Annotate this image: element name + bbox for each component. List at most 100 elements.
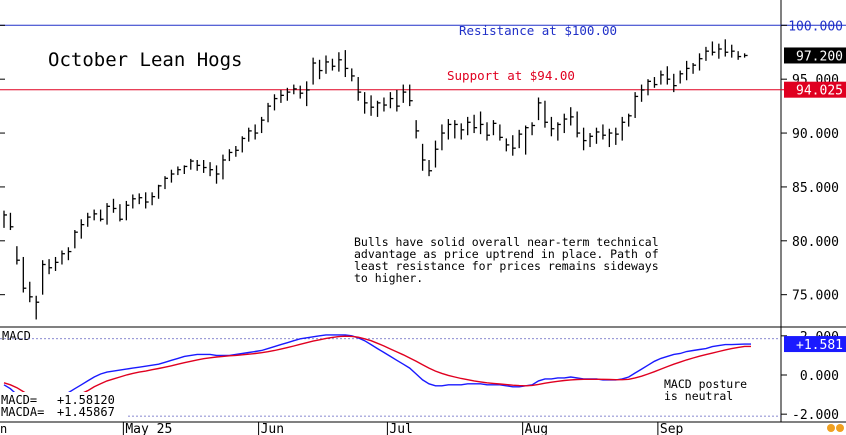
price-axis: 75.00080.00085.00090.00095.000100.00097.… [0, 19, 846, 304]
price-bar [737, 51, 742, 60]
price-bar [473, 114, 478, 134]
price-bar [544, 100, 548, 128]
price-bar [306, 81, 310, 107]
price-bar [9, 212, 14, 231]
price-bar [731, 44, 735, 58]
price-bar [119, 204, 123, 222]
price-bar [370, 95, 375, 116]
price-bar [479, 111, 484, 135]
price-bar [325, 55, 329, 74]
price-bar [222, 154, 226, 180]
price-bar [61, 250, 65, 265]
readout-macda-value: +1.45867 [57, 405, 115, 419]
price-bar [125, 200, 130, 221]
macd-value-tag [784, 336, 846, 353]
price-bar [67, 247, 72, 261]
readout-macd-value: +1.58120 [57, 393, 115, 407]
price-bar [363, 92, 368, 114]
price-bar [376, 100, 381, 117]
price-bar [318, 59, 323, 80]
settings-dot-icon [836, 424, 844, 432]
price-bar [383, 97, 387, 112]
macd-series-line [3, 335, 751, 404]
price-bar [99, 209, 104, 222]
price-bar [3, 210, 7, 228]
price-bar [524, 125, 529, 155]
price-bar [286, 87, 291, 101]
price-bar [22, 256, 27, 293]
price-bar [409, 84, 413, 107]
price-bar [550, 116, 555, 137]
price-bar [563, 113, 568, 134]
price-bar [87, 212, 91, 227]
price-bar [54, 256, 59, 271]
price-bar [531, 122, 536, 136]
annotation-line: least resistance for prices remains side… [354, 259, 659, 273]
annotation-line: advantage as price uptrend in place. Pat… [354, 247, 659, 261]
price-bar [486, 122, 490, 141]
price-bar [467, 116, 471, 136]
macd-readout: MACD= +1.58120 MACDA= +1.45867 [0, 392, 128, 421]
price-bar [170, 169, 175, 183]
price-bar [138, 193, 143, 205]
price-bar [570, 107, 574, 126]
price-bar [634, 92, 639, 118]
x-tick-label: May 25 [125, 422, 172, 435]
price-bar [254, 124, 259, 140]
price-bar [402, 84, 407, 103]
annotation-line: to higher. [354, 271, 423, 285]
price-bar [112, 198, 117, 213]
price-bar [80, 219, 85, 239]
price-bar [673, 73, 677, 93]
price-bar [718, 43, 722, 59]
price-bar [666, 66, 671, 85]
price-bar [698, 53, 703, 71]
price-bar [260, 116, 265, 134]
price-bar [428, 159, 433, 177]
price-bar [421, 143, 426, 171]
price-bar [228, 149, 233, 162]
price-bar [132, 194, 136, 209]
price-bar [447, 119, 452, 140]
macd-series [3, 334, 751, 410]
price-bar [293, 84, 297, 95]
price-bar [235, 145, 239, 157]
macd-series-line [3, 334, 751, 410]
readout-box [0, 392, 128, 421]
price-bar [389, 92, 394, 109]
macd-y-tick-label: 0.000 [800, 369, 839, 384]
price-bar [299, 85, 304, 99]
price-bar [692, 63, 697, 74]
price-bar [518, 129, 523, 149]
settings-dot-icon [827, 424, 835, 432]
y-tick-label: 85.000 [792, 181, 839, 196]
price-bar [685, 60, 690, 81]
price-bar [608, 128, 613, 148]
support-price-tag [784, 81, 846, 98]
price-bar [248, 127, 252, 142]
support-label: Support at $94.00 [447, 68, 575, 83]
price-bar [177, 166, 181, 176]
price-bar [29, 281, 33, 303]
price-bar [557, 122, 561, 141]
price-bar [582, 127, 587, 151]
price-bar [743, 53, 748, 58]
price-bar [679, 70, 684, 84]
price-bar [441, 124, 445, 151]
price-bars [3, 39, 748, 320]
price-bar [589, 133, 594, 148]
y-tick-label: 80.000 [792, 235, 839, 250]
support-axis-label: 94.025 [796, 84, 843, 99]
price-bar [628, 113, 632, 127]
macd-annotation-line: is neutral [664, 389, 733, 403]
price-bar [202, 159, 207, 173]
price-bar [357, 77, 362, 101]
price-bar [74, 230, 78, 249]
price-bar [209, 162, 214, 177]
chart-title: October Lean Hogs [48, 49, 242, 71]
price-bar [215, 165, 220, 184]
price-bar [241, 136, 246, 153]
price-bar [267, 102, 272, 123]
macd-y-tick-label: -2.000 [792, 408, 839, 423]
price-bar [41, 260, 46, 295]
